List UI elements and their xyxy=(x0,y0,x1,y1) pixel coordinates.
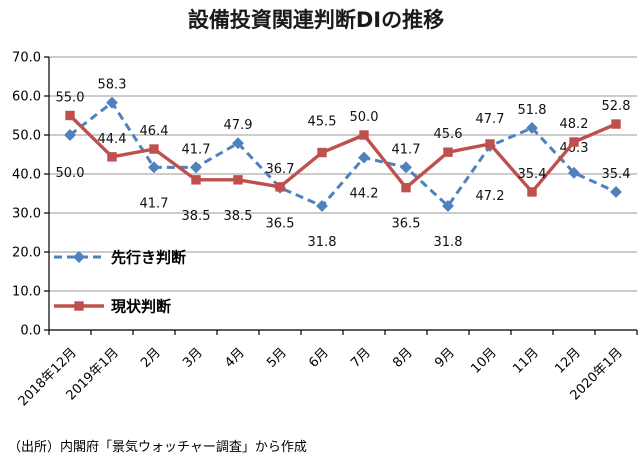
data-label-current: 38.5 xyxy=(224,209,253,224)
data-point-outlook xyxy=(148,161,160,174)
data-label-outlook: 41.7 xyxy=(182,142,211,157)
legend-item-outlook: 先行き判断 xyxy=(54,249,186,267)
data-label-outlook: 51.8 xyxy=(518,103,547,118)
data-point-outlook xyxy=(232,137,244,150)
axes xyxy=(44,56,638,335)
data-label-outlook: 44.2 xyxy=(350,187,379,202)
data-label-current: 36.5 xyxy=(392,217,421,232)
data-point-current xyxy=(65,110,75,121)
y-tick-label: 60.0 xyxy=(12,90,41,105)
data-point-outlook xyxy=(400,161,412,174)
chart-title: 設備投資関連判断DIの推移 xyxy=(188,8,444,32)
x-tick-label: 8月 xyxy=(390,345,416,371)
data-point-current xyxy=(443,147,453,157)
data-label-outlook: 35.4 xyxy=(602,167,631,182)
data-point-outlook xyxy=(106,96,118,109)
data-label-current: 45.5 xyxy=(308,115,337,130)
data-point-current xyxy=(191,175,201,185)
data-point-current xyxy=(317,147,327,158)
data-point-outlook xyxy=(316,200,328,212)
legend-label-outlook: 先行き判断 xyxy=(111,249,186,267)
data-point-current xyxy=(527,187,537,197)
data-point-current xyxy=(233,175,243,185)
x-tick-label: 5月 xyxy=(264,345,290,371)
y-tick-label: 10.0 xyxy=(12,285,41,300)
data-label-outlook: 41.7 xyxy=(140,196,169,211)
series-outlook: 50.0 58.3 41.7 41.7 47.9 36.5 31.8 44.2 41.7 31.8… xyxy=(56,78,631,250)
data-label-current: 47.7 xyxy=(476,112,505,127)
data-label-current: 35.4 xyxy=(518,167,547,182)
x-tick-label: 10月 xyxy=(468,345,499,376)
data-label-outlook: 36.5 xyxy=(266,217,295,232)
data-label-current: 38.5 xyxy=(182,209,211,224)
data-point-outlook xyxy=(64,129,76,141)
gridlines xyxy=(49,56,637,292)
data-label-current: 44.4 xyxy=(98,132,127,147)
legend-marker-current xyxy=(74,301,84,311)
legend-label-current: 現状判断 xyxy=(111,298,171,316)
legend-item-current: 現状判断 xyxy=(54,298,171,316)
series-line-outlook xyxy=(69,100,617,209)
x-tick-label: 9月 xyxy=(432,345,458,371)
source-note: （出所）内閣府「景気ウォッチャー調査」から作成 xyxy=(8,439,307,455)
x-tick-label: 6月 xyxy=(306,345,332,371)
x-tick-label: 12月 xyxy=(552,345,583,376)
x-tick-label: 3月 xyxy=(180,345,206,371)
data-point-outlook xyxy=(610,186,622,198)
y-tick-label: 50.0 xyxy=(12,129,41,144)
x-tick-label: 2月 xyxy=(138,345,164,371)
data-point-outlook xyxy=(568,166,580,179)
y-tick-label: 40.0 xyxy=(12,168,41,183)
data-label-current: 50.0 xyxy=(350,110,379,125)
data-label-outlook: 47.2 xyxy=(476,189,505,204)
data-point-current xyxy=(359,130,369,140)
data-label-outlook: 47.9 xyxy=(224,118,253,133)
data-label-outlook: 31.8 xyxy=(308,235,337,250)
y-tick-label: 20.0 xyxy=(12,246,41,261)
data-label-current: 36.7 xyxy=(266,162,295,177)
data-point-current xyxy=(275,182,285,192)
data-point-outlook xyxy=(190,161,202,174)
legend-marker-outlook xyxy=(73,251,85,263)
data-point-current xyxy=(485,139,495,149)
y-axis-labels: 0.0 10.0 20.0 30.0 40.0 50.0 60.0 70.0 xyxy=(12,51,41,339)
y-tick-label: 30.0 xyxy=(12,207,41,222)
series-line-current xyxy=(68,114,617,195)
data-point-current xyxy=(401,182,411,193)
y-tick-label: 0.0 xyxy=(20,324,41,339)
data-label-current: 45.6 xyxy=(434,127,463,142)
data-label-current: 55.0 xyxy=(56,91,85,106)
data-point-current xyxy=(611,119,621,129)
data-point-current xyxy=(107,152,117,162)
data-point-current xyxy=(149,144,159,154)
data-label-current: 52.8 xyxy=(602,99,631,114)
data-label-outlook: 31.8 xyxy=(434,235,463,250)
plot-area: 0.010.020.030.040.050.060.070.02018年12月2… xyxy=(12,51,638,409)
data-label-outlook: 58.3 xyxy=(98,78,127,93)
data-label-outlook: 50.0 xyxy=(56,166,85,181)
data-label-current: 48.2 xyxy=(560,117,589,132)
x-tick-label: 11月 xyxy=(510,345,541,376)
y-tick-label: 70.0 xyxy=(12,51,41,66)
data-point-current xyxy=(569,137,579,147)
data-label-current: 46.4 xyxy=(140,124,169,139)
data-label-outlook: 41.7 xyxy=(392,142,421,157)
series-current: 55.0 44.4 46.4 38.5 38.5 36.7 45.5 50.0 36.5 45.6… xyxy=(56,91,631,232)
x-tick-label: 7月 xyxy=(348,345,374,371)
data-point-outlook xyxy=(358,151,370,164)
x-tick-label: 4月 xyxy=(222,345,248,371)
